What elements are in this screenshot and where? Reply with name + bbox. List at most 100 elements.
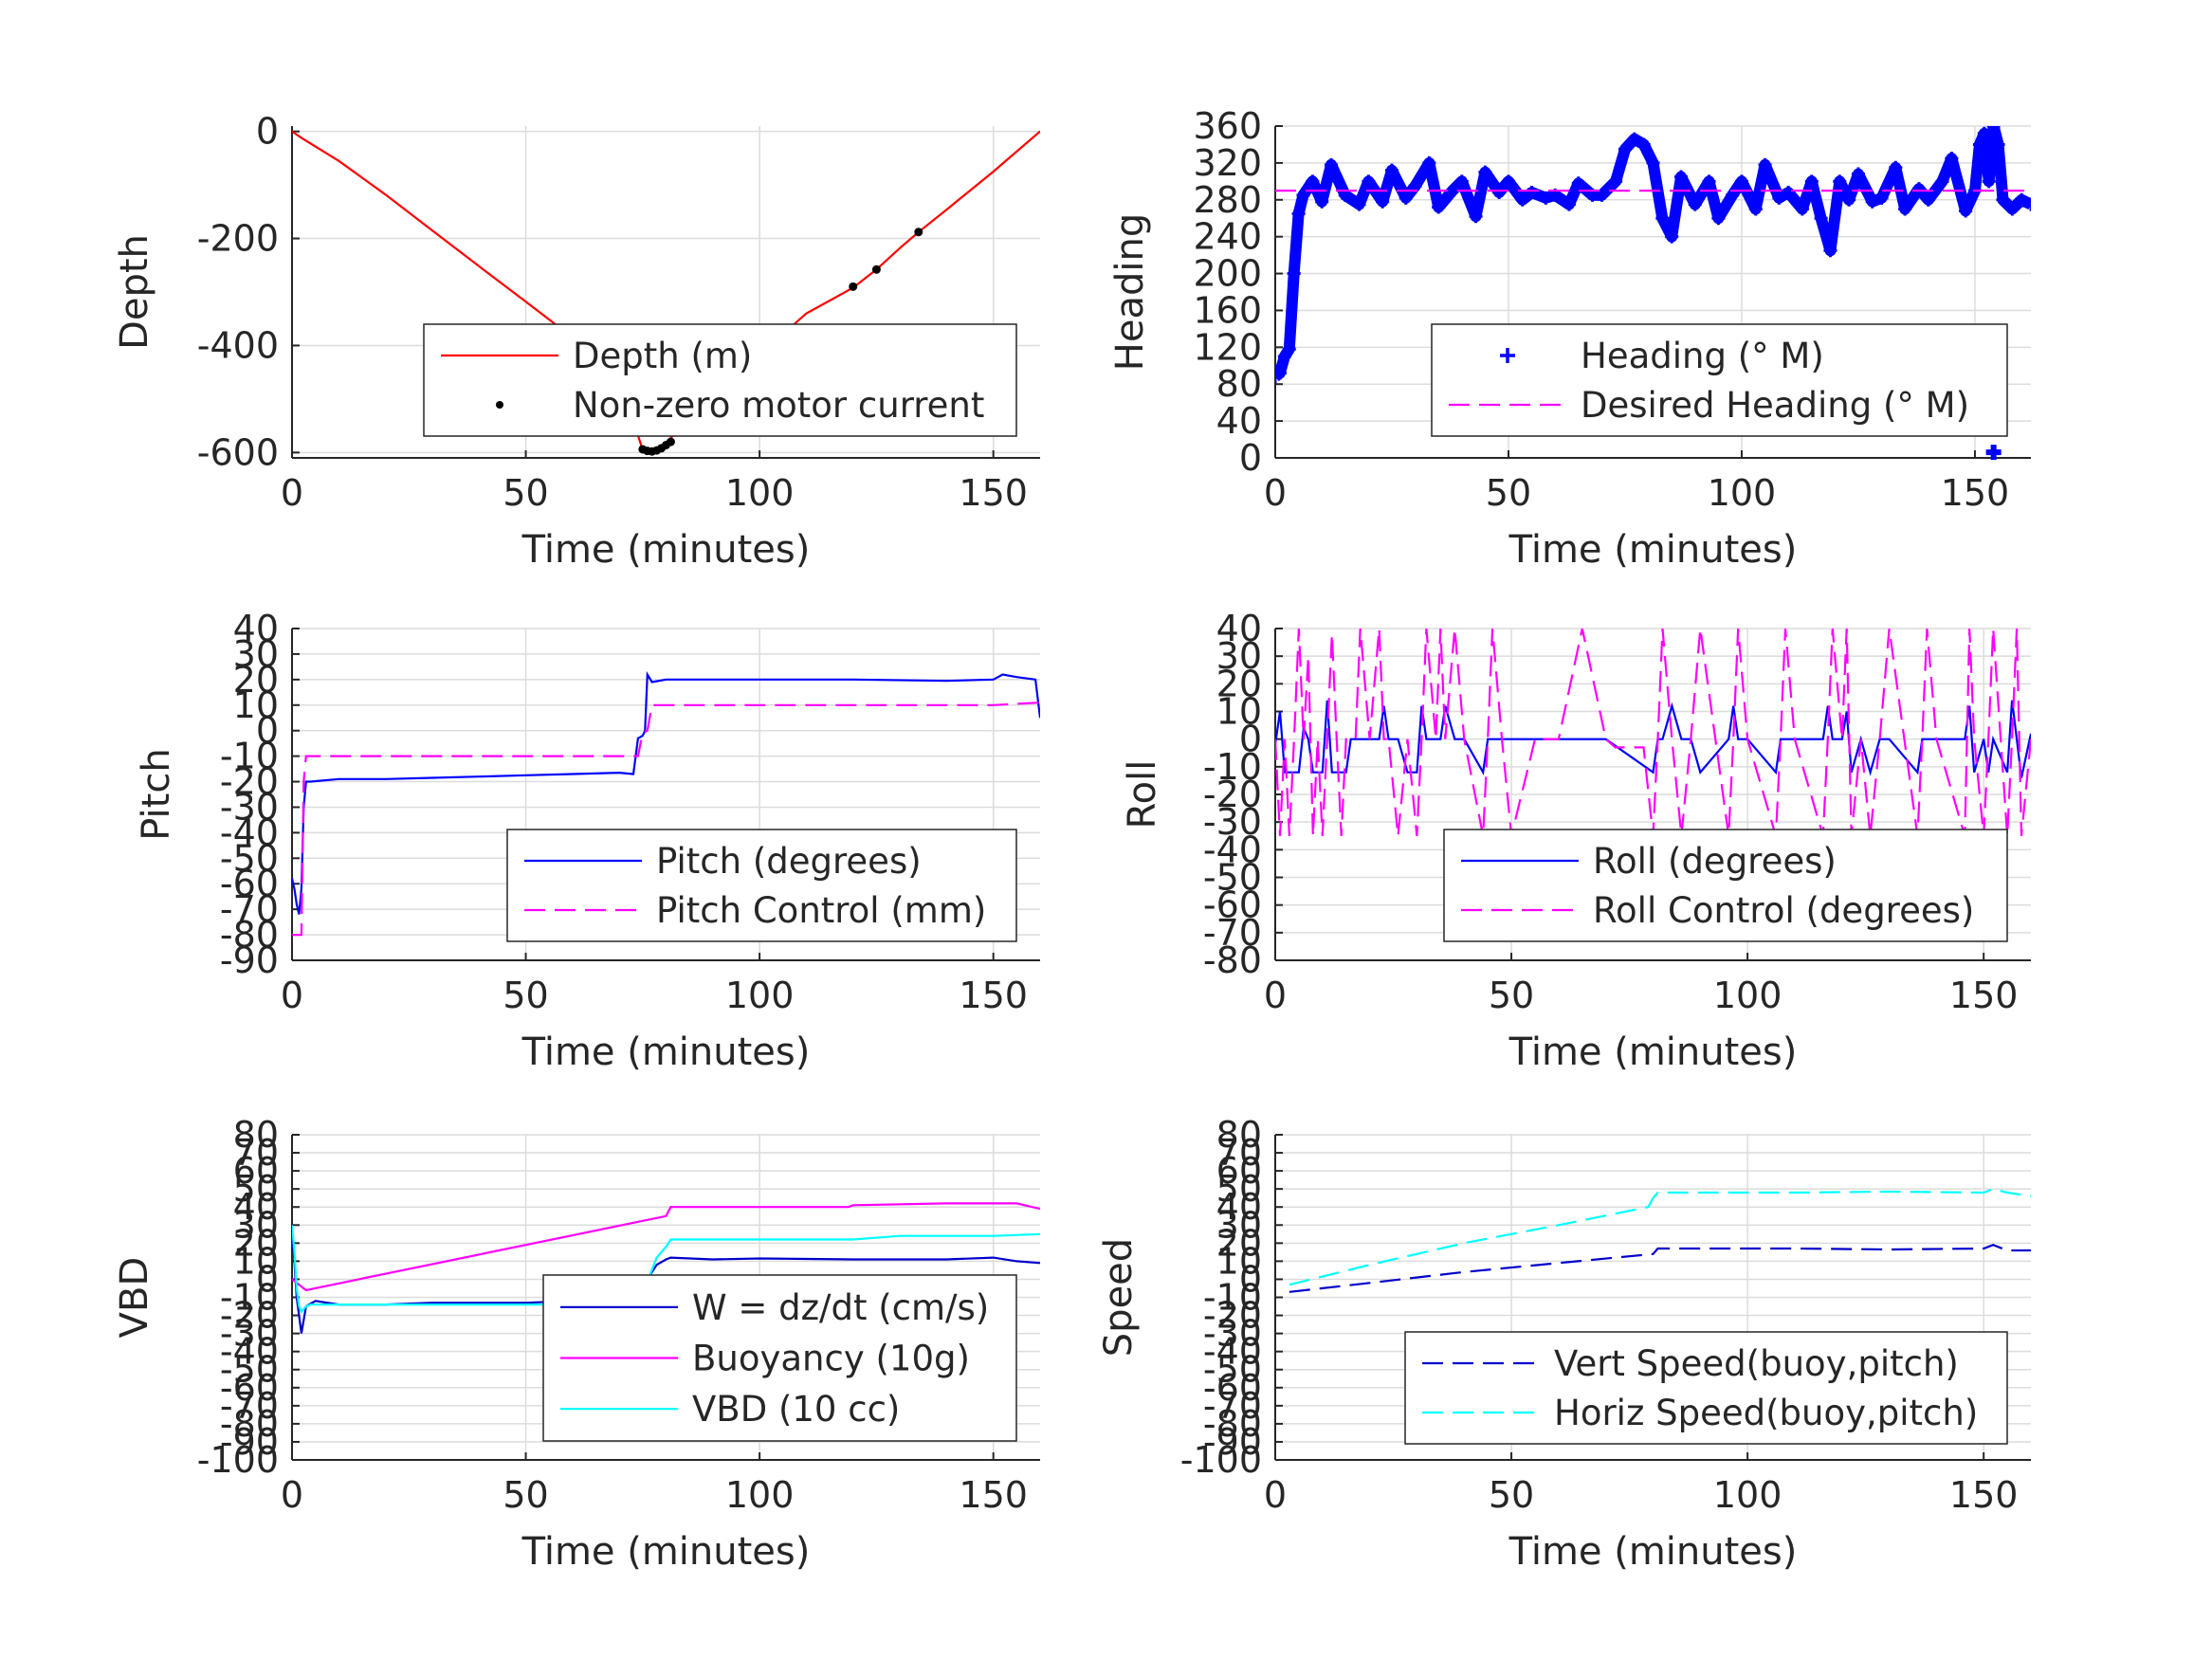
y-tick-label: -20	[1203, 1295, 1262, 1337]
y-tick-label: -80	[220, 1403, 279, 1445]
x-tick-label: 150	[1941, 472, 2010, 514]
data-point	[1991, 137, 2005, 152]
y-axis-label: Roll	[1121, 760, 1164, 830]
data-point	[1315, 194, 1329, 209]
x-axis-label: Time (minutes)	[1508, 1530, 1798, 1574]
y-tick-label: 60	[1216, 1150, 1262, 1192]
data-point	[1655, 211, 1670, 226]
legend-label: Roll (degrees)	[1593, 841, 1837, 882]
y-tick-label: 80	[1216, 1114, 1262, 1156]
y-tick-label: 30	[1216, 1204, 1262, 1246]
data-point	[1748, 202, 1763, 216]
x-tick-label: 0	[1264, 1474, 1287, 1516]
y-tick-label: -90	[1203, 1421, 1262, 1463]
data-point	[1985, 445, 2002, 461]
x-tick-label: 150	[1949, 1474, 2019, 1516]
legend: W = dz/dt (cm/s) Buoyancy (10g) VBD (10 cc…	[542, 1274, 1017, 1442]
y-tick-label: 200	[1193, 253, 1262, 295]
data-point	[1618, 142, 1632, 156]
x-axis-label: Time (minutes)	[521, 528, 811, 572]
series-line	[292, 1202, 1040, 1292]
plot-area	[1275, 629, 2031, 837]
y-tick-label: -50	[1203, 857, 1262, 899]
data-point	[1478, 165, 1492, 179]
y-tick-label: 20	[1216, 1222, 1262, 1264]
y-tick-label: -40	[220, 1331, 279, 1373]
data-point	[1986, 126, 2001, 133]
chart-panel-3: 0 50 100 150-90-80-70-60-50-40-30-20-100102…	[135, 608, 1040, 1074]
data-point	[1325, 157, 1339, 172]
chart-panel-5: 0 50 100 150-100-90-80-70-60-50-40-30-20-10…	[113, 1114, 1040, 1574]
y-tick-label: -50	[220, 837, 279, 879]
y-tick-label: 10	[1216, 691, 1262, 733]
x-tick-label: 100	[725, 975, 795, 1016]
y-tick-label: 20	[233, 1222, 279, 1264]
data-point	[1702, 174, 1716, 189]
data-point	[1889, 160, 1903, 174]
data-point	[1833, 174, 1847, 189]
y-axis-label: Depth	[113, 234, 156, 350]
x-tick-label: 100	[725, 1474, 795, 1516]
y-tick-label: -100	[1180, 1439, 1262, 1481]
data-point	[1823, 244, 1837, 258]
legend-label: Pitch (degrees)	[656, 841, 922, 882]
y-tick-label: -600	[197, 431, 279, 473]
data-point	[1711, 211, 1726, 226]
y-tick-label: -80	[1203, 1403, 1262, 1445]
x-tick-label: 100	[1713, 975, 1782, 1016]
data-point	[1362, 174, 1376, 189]
y-tick-label: 280	[1193, 179, 1262, 221]
y-tick-label: -30	[1203, 801, 1262, 843]
data-point	[2024, 197, 2031, 211]
x-tick-label: 50	[503, 1474, 548, 1516]
legend-box	[1404, 1331, 2008, 1445]
y-tick-label: 0	[256, 1258, 279, 1300]
data-point	[871, 264, 881, 274]
y-tick-label: -60	[220, 863, 279, 904]
y-tick-label: -70	[1203, 1385, 1262, 1427]
y-tick-label: -100	[197, 1439, 279, 1481]
legend-label: Heading (° M)	[1581, 336, 1824, 376]
y-tick-label: 20	[1216, 663, 1262, 704]
data-point	[1376, 194, 1390, 209]
y-tick-label: -60	[220, 1367, 279, 1409]
y-tick-label: 10	[1216, 1240, 1262, 1282]
legend-box	[1431, 323, 2008, 437]
y-tick-label: -50	[1203, 1349, 1262, 1391]
data-point	[1432, 200, 1446, 214]
data-point	[1282, 342, 1296, 356]
legend-label: Roll Control (degrees)	[1593, 890, 1974, 931]
data-point	[1296, 188, 1310, 202]
y-tick-label: -20	[1203, 774, 1262, 815]
legend-box	[423, 323, 1017, 437]
legend-swatch	[496, 401, 503, 409]
data-point	[1758, 157, 1772, 172]
x-tick-label: 100	[725, 472, 795, 514]
data-point	[1772, 191, 1786, 205]
y-tick-label: -20	[220, 761, 279, 803]
x-tick-label: 50	[503, 472, 548, 514]
y-tick-label: 20	[233, 659, 279, 701]
data-point	[1898, 202, 1912, 216]
data-point	[1454, 174, 1469, 189]
y-tick-label: -50	[220, 1349, 279, 1391]
data-point	[1674, 170, 1689, 184]
y-tick-label: 30	[1216, 635, 1262, 677]
data-point	[1352, 197, 1366, 211]
x-axis-label: Time (minutes)	[1508, 528, 1798, 572]
y-tick-label: 70	[233, 1132, 279, 1174]
plot-area	[292, 130, 1040, 456]
data-point	[1277, 350, 1291, 364]
data-point	[1595, 188, 1609, 202]
y-tick-label: 320	[1193, 142, 1262, 184]
y-tick-label: 0	[256, 111, 279, 153]
data-point	[1636, 137, 1651, 152]
y-tick-label: 60	[233, 1150, 279, 1192]
x-tick-label: 0	[1264, 472, 1287, 514]
data-point	[1384, 163, 1398, 177]
y-tick-label: -60	[1203, 1367, 1262, 1409]
x-tick-label: 150	[959, 1474, 1028, 1516]
x-tick-label: 150	[959, 472, 1028, 514]
y-tick-label: -30	[220, 786, 279, 828]
data-point	[1539, 191, 1553, 205]
